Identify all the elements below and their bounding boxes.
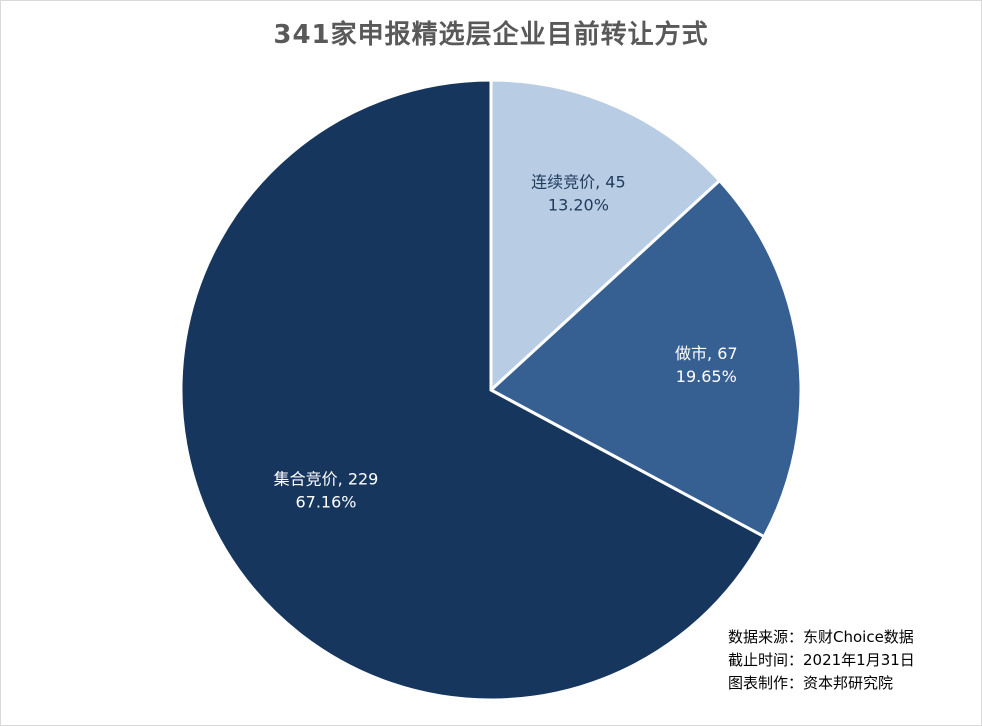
source-line: 数据来源：东财Choice数据 [728, 628, 914, 646]
slice-label-name-0: 连续竞价, 45 [531, 172, 626, 191]
pie-slice-0 [489, 78, 722, 394]
chart-title: 341家申报精选层企业目前转让方式 [273, 20, 709, 50]
slice-label-percent-2: 67.16% [295, 493, 356, 512]
slice-label-name-1: 做市, 67 [675, 344, 738, 363]
cutoff-line: 截止时间：2021年1月31日 [728, 651, 915, 669]
pie-slice-2 [179, 78, 767, 702]
slice-label-percent-1: 19.65% [676, 367, 737, 386]
slice-label-name-2: 集合竞价, 229 [274, 470, 379, 489]
pie-slice-1 [488, 178, 803, 539]
maker-line: 图表制作：资本邦研究院 [728, 674, 894, 692]
source-note: 数据来源：东财Choice数据 截止时间：2021年1月31日 图表制作：资本邦… [728, 626, 915, 695]
slice-label-percent-0: 13.20% [548, 195, 609, 214]
